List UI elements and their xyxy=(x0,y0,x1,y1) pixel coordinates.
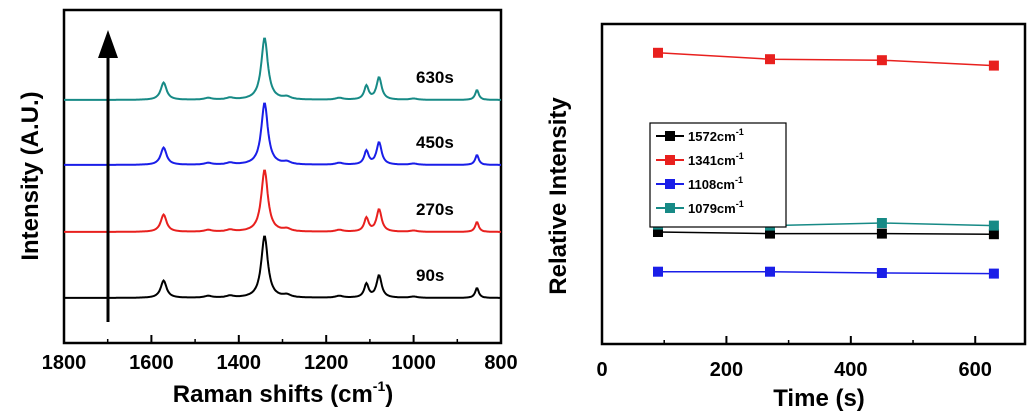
spectrum-label-90s: 90s xyxy=(416,266,444,285)
right-x-ticks: 0 200 400 600 xyxy=(596,336,992,381)
data-point-1572cm-90 xyxy=(653,227,663,237)
data-point-1572cm-450 xyxy=(876,228,887,239)
data-point-1108cm-630 xyxy=(988,268,999,279)
arrow-head-icon xyxy=(98,30,118,58)
data-point-1341cm-270 xyxy=(765,54,775,65)
increase-arrow xyxy=(98,30,118,322)
left-x-tick-label: 1400 xyxy=(217,352,262,374)
left-x-axis-title: Raman shifts (cm-1) xyxy=(173,378,394,408)
right-x-axis-title: Time (s) xyxy=(773,385,865,412)
legend-marker-1341cm xyxy=(665,155,675,165)
spectrum-line-90s xyxy=(64,235,501,299)
data-point-1079cm-450 xyxy=(876,218,887,228)
right-x-tick-label: 0 xyxy=(596,359,607,381)
right-x-tick-label: 600 xyxy=(959,359,992,381)
data-point-1572cm-630 xyxy=(988,229,999,240)
data-point-1108cm-90 xyxy=(653,266,663,277)
data-point-1341cm-90 xyxy=(653,47,663,58)
left-y-axis-title: Intensity (A.U.) xyxy=(17,91,44,260)
relative-intensity-chart: 0 200 400 600 1572cm-1 1341cm-1 1108cm-1 1079c… xyxy=(545,22,1027,412)
right-x-tick-label: 400 xyxy=(834,359,867,381)
right-plot-frame xyxy=(600,22,1027,346)
right-legend: 1572cm-1 1341cm-1 1108cm-1 1079cm-1 xyxy=(649,122,787,228)
left-x-tick-label: 1000 xyxy=(391,352,436,374)
left-x-tick-label: 800 xyxy=(484,352,517,374)
data-point-1341cm-450 xyxy=(876,55,887,66)
spectrum-label-270s: 270s xyxy=(416,200,454,219)
right-y-axis-title: Relative Intensity xyxy=(545,97,572,295)
legend-marker-1572cm xyxy=(665,131,675,141)
spectrum-label-630s: 630s xyxy=(416,68,454,87)
left-series-labels: 90s 270s 450s 630s xyxy=(416,68,454,285)
data-point-1108cm-450 xyxy=(876,268,887,278)
series-line-1341cm xyxy=(657,52,994,67)
spectrum-line-270s xyxy=(64,169,501,233)
data-point-1341cm-630 xyxy=(988,60,999,71)
legend-marker-1108cm xyxy=(665,179,675,189)
legend-marker-1079cm xyxy=(665,203,675,213)
left-x-tick-label: 1200 xyxy=(304,352,349,374)
left-x-axis-title-sup: -1 xyxy=(373,378,386,394)
spectrum-line-450s xyxy=(64,102,501,166)
left-spectra-group xyxy=(64,37,501,299)
series-line-1108cm xyxy=(658,270,994,275)
right-x-tick-label: 200 xyxy=(710,359,743,381)
data-point-1108cm-270 xyxy=(765,266,775,277)
legend-label-1572cm: 1572cm-1 xyxy=(688,127,744,144)
data-point-1079cm-630 xyxy=(988,220,999,231)
left-x-tick-label: 1600 xyxy=(129,352,174,374)
data-point-1572cm-270 xyxy=(765,228,775,239)
legend-label-1108cm: 1108cm-1 xyxy=(688,175,743,192)
spectrum-line-630s xyxy=(64,37,501,101)
series-line-1572cm xyxy=(657,231,994,235)
spectrum-label-450s: 450s xyxy=(416,133,454,152)
left-x-ticks: 1800 1600 1400 1200 1000 800 xyxy=(42,335,518,374)
left-x-tick-label: 1800 xyxy=(42,352,87,374)
legend-label-1341cm: 1341cm-1 xyxy=(688,151,744,168)
left-x-axis-title-tail: ) xyxy=(385,381,393,408)
legend-label-1079cm: 1079cm-1 xyxy=(688,199,744,216)
left-x-axis-title-main: Raman shifts (cm xyxy=(173,381,373,408)
